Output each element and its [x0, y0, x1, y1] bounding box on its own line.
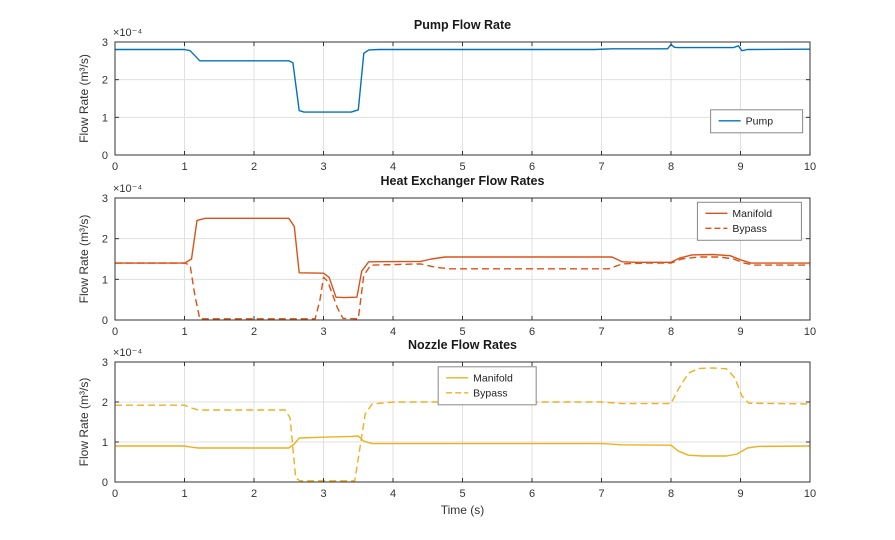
svg-text:7: 7 — [598, 488, 604, 500]
legend-entry-label: Bypass — [473, 387, 507, 399]
svg-text:4: 4 — [390, 326, 396, 338]
series-manifold-line — [115, 435, 811, 457]
svg-text:9: 9 — [737, 326, 743, 338]
svg-text:1: 1 — [181, 488, 187, 500]
tick-marks — [114, 361, 811, 483]
svg-text:8: 8 — [668, 161, 674, 173]
svg-text:5: 5 — [459, 326, 465, 338]
svg-text:5: 5 — [459, 488, 465, 500]
tick-marks — [114, 197, 811, 321]
y-axis-label: Flow Rate (m³/s) — [77, 378, 91, 467]
series-manifold-line — [115, 217, 810, 299]
chart-svg-1: 0 1 2 3 4 5 6 7 8 9 10 0 1 2 3 ×10⁻⁴ Heat Exchanger Flow… — [77, 174, 816, 338]
svg-text:1: 1 — [102, 112, 108, 124]
svg-text:0: 0 — [102, 150, 108, 162]
tick-marks — [114, 41, 811, 156]
svg-text:7: 7 — [598, 161, 604, 173]
y-axis-label: Flow Rate (m³/s) — [77, 215, 91, 304]
svg-text:10: 10 — [804, 326, 816, 338]
svg-text:2: 2 — [102, 234, 108, 246]
y-exponent-label: ×10⁻⁴ — [113, 347, 142, 359]
svg-text:10: 10 — [804, 488, 816, 500]
chart-title: Nozzle Flow Rates — [408, 338, 517, 352]
y-exponent-label: ×10⁻⁴ — [113, 27, 142, 39]
chart-svg-0: 0 1 2 3 4 5 6 7 8 9 10 0 1 2 3 ×10⁻⁴ Pump Flow Rate Flow … — [77, 18, 816, 173]
y-exponent-label: ×10⁻⁴ — [113, 183, 142, 195]
svg-text:10: 10 — [804, 161, 816, 173]
svg-text:9: 9 — [737, 488, 743, 500]
svg-text:3: 3 — [320, 326, 326, 338]
svg-text:4: 4 — [390, 488, 396, 500]
legend-entry-label: Pump — [746, 115, 774, 127]
svg-text:1: 1 — [102, 274, 108, 286]
svg-text:2: 2 — [102, 75, 108, 87]
svg-text:2: 2 — [102, 397, 108, 409]
legend-entry-label: Manifold — [732, 208, 772, 220]
x-axis-label: Time (s) — [441, 503, 485, 517]
svg-text:3: 3 — [102, 37, 108, 49]
svg-text:5: 5 — [459, 161, 465, 173]
svg-text:6: 6 — [529, 161, 535, 173]
svg-text:0: 0 — [102, 477, 108, 489]
subplot-nozzle-flow-rates: 0 1 2 3 4 5 6 7 8 9 10 0 1 2 3 ×10⁻⁴ Nozzle Flow Rates Fl… — [0, 330, 895, 535]
legend-box — [710, 109, 804, 134]
svg-text:6: 6 — [529, 488, 535, 500]
series-bypass-dashed — [115, 256, 810, 320]
chart-svg-2: 0 1 2 3 4 5 6 7 8 9 10 0 1 2 3 ×10⁻⁴ Nozzle Flow Rates Fl… — [77, 338, 816, 517]
svg-text:1: 1 — [181, 326, 187, 338]
svg-text:0: 0 — [102, 315, 108, 327]
svg-text:0: 0 — [112, 488, 118, 500]
svg-text:1: 1 — [181, 161, 187, 173]
svg-text:6: 6 — [529, 326, 535, 338]
svg-text:3: 3 — [102, 193, 108, 205]
svg-text:3: 3 — [320, 161, 326, 173]
svg-text:8: 8 — [668, 488, 674, 500]
series-bypass-dashed — [115, 367, 811, 482]
tick-labels: 0 1 2 3 4 5 6 7 8 9 10 0 1 2 3 — [102, 357, 816, 500]
svg-text:0: 0 — [112, 161, 118, 173]
series-pump-line — [115, 43, 811, 113]
svg-text:9: 9 — [737, 161, 743, 173]
subplot-heat-exchanger-flow-rates: 0 1 2 3 4 5 6 7 8 9 10 0 1 2 3 ×10⁻⁴ Heat Exchanger Flow… — [0, 164, 895, 347]
svg-text:0: 0 — [112, 326, 118, 338]
svg-text:3: 3 — [320, 488, 326, 500]
svg-text:1: 1 — [102, 437, 108, 449]
y-axis-label: Flow Rate (m³/s) — [77, 54, 91, 143]
legend-entry-label: Bypass — [732, 223, 766, 235]
legend-entry-label: Manifold — [473, 372, 513, 384]
svg-text:2: 2 — [251, 488, 257, 500]
legend: Manifold Bypass — [696, 201, 802, 241]
legend: Manifold Bypass — [437, 366, 537, 406]
svg-text:8: 8 — [668, 326, 674, 338]
svg-text:4: 4 — [390, 161, 396, 173]
grid-lines — [115, 42, 810, 155]
legend: Pump — [710, 109, 804, 134]
tick-labels: 0 1 2 3 4 5 6 7 8 9 10 0 1 2 3 — [102, 193, 816, 338]
legend-box — [437, 366, 537, 406]
svg-text:7: 7 — [598, 326, 604, 338]
svg-text:3: 3 — [102, 357, 108, 369]
chart-title: Heat Exchanger Flow Rates — [381, 174, 545, 188]
chart-title: Pump Flow Rate — [414, 18, 511, 32]
svg-text:2: 2 — [251, 161, 257, 173]
tick-labels: 0 1 2 3 4 5 6 7 8 9 10 0 1 2 3 — [102, 37, 816, 173]
subplot-pump-flow-rate: 0 1 2 3 4 5 6 7 8 9 10 0 1 2 3 ×10⁻⁴ Pump Flow Rate Flow … — [0, 8, 895, 185]
svg-text:2: 2 — [251, 326, 257, 338]
legend-box — [696, 201, 802, 241]
